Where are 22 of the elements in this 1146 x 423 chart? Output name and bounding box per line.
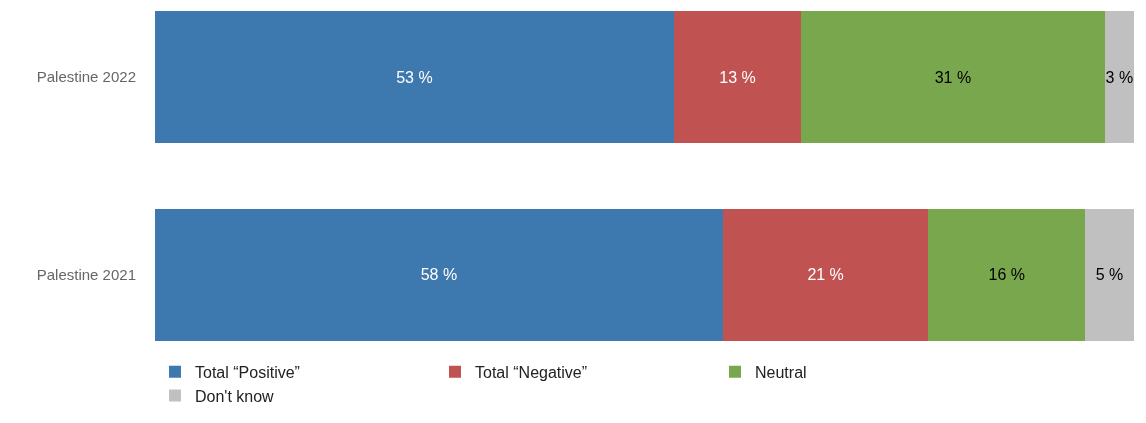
data-label: 58 % [420, 266, 458, 284]
y-tick-label: Palestine 2021 [36, 266, 136, 284]
bar [1104, 10, 1134, 144]
bar [722, 208, 929, 342]
bar [155, 10, 674, 144]
bar [673, 10, 802, 144]
legend-label: Total “Negative” [475, 363, 588, 381]
data-label: 5 % [1095, 266, 1124, 284]
data-label: 13 % [719, 68, 756, 86]
legend-label: Neutral [755, 363, 807, 381]
legend-label: Total “Positive” [195, 363, 300, 381]
data-label: 21 % [807, 266, 844, 284]
data-label: 31 % [934, 68, 972, 86]
data-label: 3 % [1105, 68, 1134, 86]
data-label: 16 % [988, 266, 1025, 284]
bar [155, 208, 723, 342]
y-tick-label: Palestine 2022 [36, 68, 136, 86]
bar [1085, 208, 1134, 342]
bar [928, 208, 1086, 342]
bar [801, 10, 1105, 144]
data-label: 53 % [396, 68, 433, 86]
legend-label: Don't know [195, 387, 275, 405]
